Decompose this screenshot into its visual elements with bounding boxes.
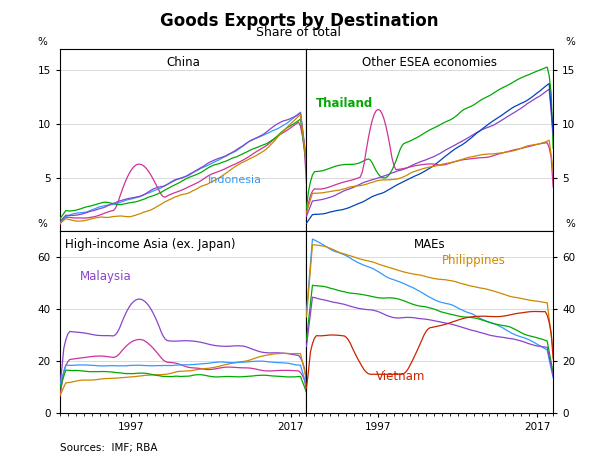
Text: MAEs: MAEs	[414, 239, 446, 251]
Text: Goods Exports by Destination: Goods Exports by Destination	[160, 12, 438, 30]
Text: %: %	[566, 37, 575, 47]
Text: %: %	[38, 219, 47, 229]
Text: Other ESEA economies: Other ESEA economies	[362, 57, 498, 69]
Text: Malaysia: Malaysia	[80, 270, 132, 283]
Text: %: %	[38, 37, 47, 47]
Text: %: %	[566, 219, 575, 229]
Text: Indonesia: Indonesia	[208, 175, 262, 185]
Text: Vietnam: Vietnam	[376, 370, 425, 383]
Text: High-income Asia (ex. Japan): High-income Asia (ex. Japan)	[65, 239, 235, 251]
Text: China: China	[166, 57, 200, 69]
Text: Sources:  IMF; RBA: Sources: IMF; RBA	[60, 443, 157, 453]
Text: Thailand: Thailand	[316, 97, 374, 110]
Text: Share of total: Share of total	[257, 26, 341, 39]
Text: Philippines: Philippines	[442, 254, 506, 267]
